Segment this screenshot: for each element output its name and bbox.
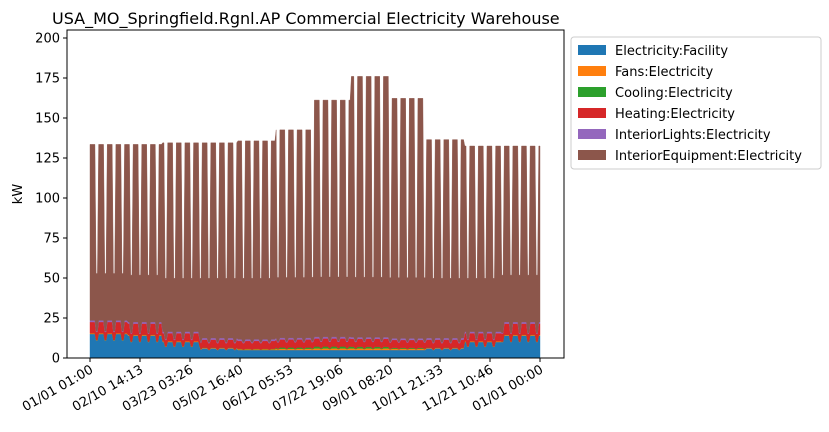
legend-swatch-4 [578,108,606,118]
y-tick-label: 175 [35,72,60,87]
legend-label-4: Heating:Electricity [615,107,735,122]
legend-label-1: Electricity:Facility [615,44,728,59]
chart-title: USA_MO_Springfield.Rgnl.AP Commercial El… [52,9,560,29]
area-series-6 [89,76,541,343]
y-tick-label: 125 [35,152,60,167]
legend-box [570,36,822,170]
y-tick-label: 50 [43,272,60,287]
y-tick-label: 25 [43,312,60,327]
y-tick-label: 0 [52,352,60,367]
legend-swatch-2 [578,66,606,76]
legend: Electricity:Facility Fans:Electricity Cool… [578,44,802,164]
y-tick-label: 150 [35,112,60,127]
legend-label-5: InteriorLights:Electricity [615,128,771,143]
legend-swatch-5 [578,129,606,139]
legend-label-6: InteriorEquipment:Electricity [615,149,802,164]
y-tick-label: 200 [35,32,60,47]
y-axis: 0 25 50 75 100 125 150 175 200 [35,32,67,367]
legend-swatch-6 [578,150,606,160]
plot-frame [66,29,565,359]
legend-label-3: Cooling:Electricity [615,86,733,101]
y-tick-label: 75 [43,232,60,247]
legend-label-2: Fans:Electricity [615,65,714,80]
plot-area [89,76,541,359]
legend-swatch-3 [578,87,606,97]
y-axis-label: kW [11,184,26,205]
y-tick-label: 100 [35,192,60,207]
legend-swatch-1 [578,45,606,55]
